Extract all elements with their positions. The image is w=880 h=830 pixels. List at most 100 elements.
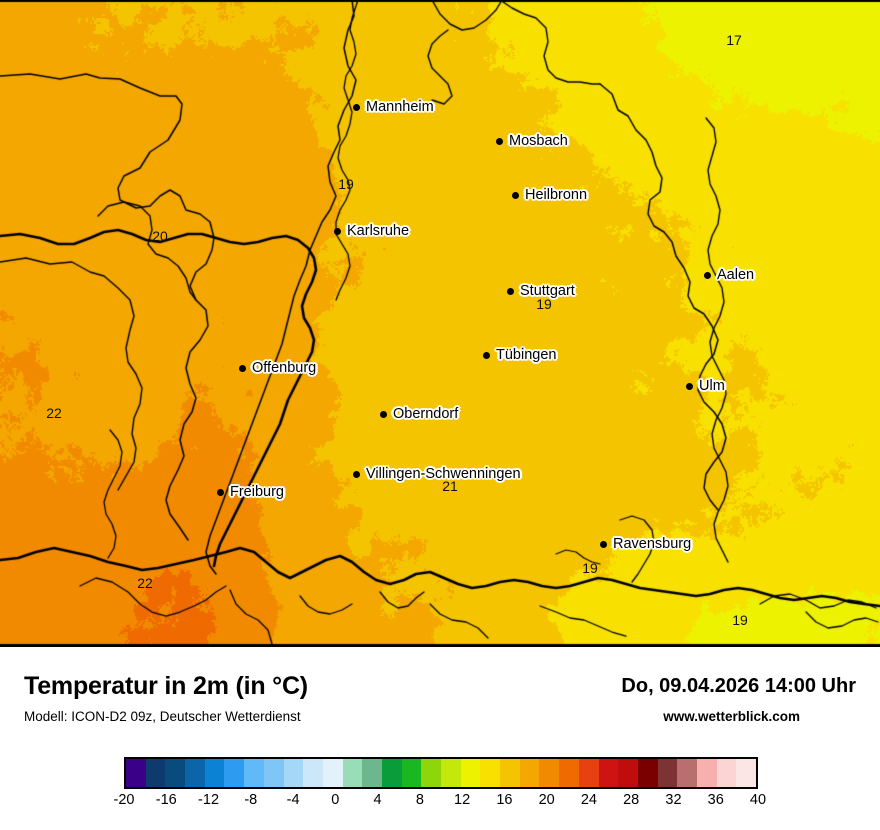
city-marker: Heilbronn (512, 187, 587, 203)
page-title: Temperatur in 2m (in °C) (24, 672, 308, 700)
city-dot-icon (239, 364, 246, 372)
city-dot-icon (483, 351, 490, 359)
colorbar-tick: 40 (749, 792, 767, 808)
city-dot-icon (334, 227, 341, 235)
city-dot-icon (496, 137, 503, 145)
colorbar-tick: -8 (244, 792, 258, 808)
colorbar-swatch (500, 759, 520, 787)
colorbar-swatch (480, 759, 501, 787)
city-label: Ravensburg (613, 536, 692, 552)
temperature-field-canvas (0, 0, 880, 647)
city-label: Oberndorf (393, 406, 459, 422)
city-label: Stuttgart (520, 283, 575, 299)
city-label: Villingen-Schwenningen (366, 466, 521, 482)
city-marker: Ulm (686, 378, 725, 394)
valid-time-stamp: Do, 09.04.2026 14:00 Uhr (621, 675, 856, 697)
colorbar-swatch (283, 759, 304, 787)
isotherm-label: 19 (732, 612, 748, 628)
city-label: Freiburg (230, 484, 284, 500)
city-marker: Mosbach (496, 133, 568, 149)
colorbar-tick: 32 (665, 792, 682, 808)
colorbar-swatch (165, 759, 186, 787)
isotherm-label: 22 (137, 575, 153, 591)
city-dot-icon (353, 103, 360, 111)
city-marker: Ravensburg (600, 536, 691, 552)
colorbar-swatch (441, 759, 461, 787)
colorbar-swatch (637, 759, 658, 787)
colorbar-swatch (145, 759, 166, 787)
city-marker: Tübingen (483, 347, 556, 363)
isotherm-label: 19 (536, 296, 552, 312)
colorbar-swatch (716, 759, 737, 787)
colorbar-swatch (618, 759, 638, 787)
colorbar-tick-labels: -20 -16 -12 -8 -4 0 4 8 12 16 20 24 28 32 36 40 (0, 792, 880, 816)
colorbar-swatch (185, 759, 205, 787)
city-label: Aalen (717, 267, 755, 283)
colorbar-tick: 24 (580, 792, 597, 808)
website-credit: www.wetterblick.com (663, 709, 800, 724)
city-label: Heilbronn (525, 187, 588, 203)
isotherm-label: 19 (582, 560, 598, 576)
isotherm-label: 21 (442, 478, 458, 494)
colorbar-tick: -16 (155, 792, 177, 808)
isotherm-label: 19 (338, 176, 354, 192)
city-marker: Stuttgart (507, 283, 575, 299)
colorbar-swatch (657, 759, 678, 787)
colorbar-swatch (736, 759, 756, 787)
colorbar-swatch (578, 759, 599, 787)
colorbar-swatch (342, 759, 363, 787)
city-marker: Villingen-Schwenningen (353, 466, 521, 482)
colorbar-swatch (322, 759, 343, 787)
city-label: Offenburg (252, 360, 317, 376)
colorbar-swatch (224, 759, 245, 787)
colorbar-swatch (696, 759, 717, 787)
colorbar-tick: 8 (415, 792, 424, 808)
colorbar-tick: -4 (286, 792, 300, 808)
city-marker: Mannheim (353, 99, 434, 115)
city-label: Mosbach (509, 133, 568, 149)
weather-map-panel: Mannheim Mosbach Heilbronn Karlsruhe Stuttga… (0, 0, 880, 647)
city-marker: Karlsruhe (334, 223, 409, 239)
colorbar-swatch (244, 759, 264, 787)
colorbar-tick: 36 (707, 792, 724, 808)
city-label: Ulm (699, 378, 725, 394)
colorbar-swatch (303, 759, 323, 787)
city-marker: Offenburg (239, 360, 316, 376)
colorbar-swatch (539, 759, 560, 787)
colorbar-tick: 4 (373, 792, 382, 808)
city-dot-icon (704, 271, 711, 279)
colorbar-swatch (677, 759, 697, 787)
city-dot-icon (507, 287, 514, 295)
city-marker: Aalen (704, 267, 754, 283)
map-footer: Temperatur in 2m (in °C) Modell: ICON-D2… (0, 647, 880, 830)
colorbar-tick: 12 (454, 792, 471, 808)
colorbar-tick: 28 (623, 792, 640, 808)
city-dot-icon (686, 382, 693, 390)
colorbar-swatch (263, 759, 284, 787)
colorbar-tick: 0 (331, 792, 340, 808)
map-label-overlay: Mannheim Mosbach Heilbronn Karlsruhe Stuttga… (46, 32, 754, 628)
isotherm-label: 20 (152, 228, 168, 244)
colorbar-swatch (126, 759, 146, 787)
city-dot-icon (380, 410, 387, 418)
colorbar-swatch (421, 759, 441, 787)
colorbar-swatch (598, 759, 619, 787)
colorbar-tick: -12 (198, 792, 220, 808)
colorbar-swatch (381, 759, 402, 787)
model-subtitle: Modell: ICON-D2 09z, Deutscher Wetterdie… (24, 709, 301, 724)
city-dot-icon (512, 191, 519, 199)
city-label: Tübingen (496, 347, 557, 363)
colorbar-tick: 16 (496, 792, 513, 808)
colorbar-swatch (401, 759, 422, 787)
city-dot-icon (217, 488, 224, 496)
colorbar-swatch (460, 759, 481, 787)
city-marker: Oberndorf (380, 406, 458, 422)
temperature-colorbar (124, 757, 758, 789)
colorbar-swatch (519, 759, 540, 787)
city-dot-icon (600, 540, 607, 548)
colorbar-tick: 20 (538, 792, 555, 808)
city-label: Mannheim (366, 99, 434, 115)
colorbar-swatch (559, 759, 579, 787)
colorbar-swatch (362, 759, 382, 787)
colorbar-swatch (204, 759, 225, 787)
